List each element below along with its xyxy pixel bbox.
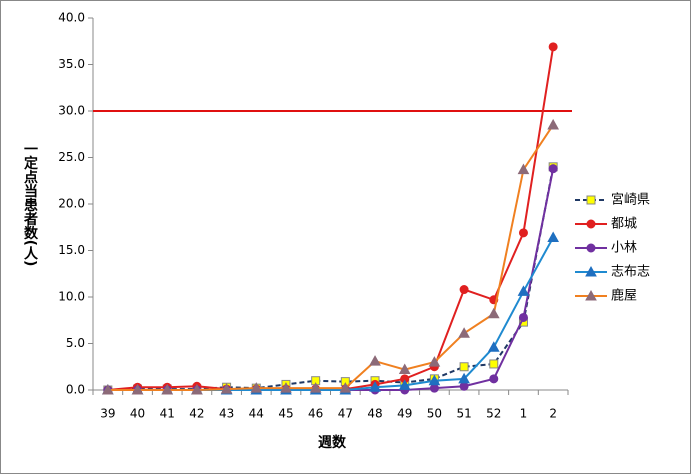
- x-tick-label: 48: [367, 407, 382, 421]
- x-tick-label: 42: [189, 407, 204, 421]
- y-tick-label: 0.0: [66, 383, 85, 397]
- y-tick-label: 15.0: [58, 243, 85, 257]
- x-tick-label: 51: [456, 407, 471, 421]
- x-tick-label: 46: [308, 407, 323, 421]
- marker: [487, 341, 500, 352]
- x-tick-label: 40: [130, 407, 145, 421]
- marker: [489, 359, 499, 369]
- marker: [369, 355, 381, 366]
- x-tick-label: 44: [249, 407, 264, 421]
- x-tick-label: 43: [219, 407, 234, 421]
- marker: [369, 381, 381, 392]
- legend-label: 小林: [611, 241, 637, 256]
- x-tick-label: 50: [427, 407, 442, 421]
- marker: [487, 307, 500, 319]
- x-tick-label: 49: [397, 407, 412, 421]
- y-tick-label: 20.0: [58, 197, 85, 211]
- marker: [339, 382, 352, 393]
- marker: [518, 312, 528, 322]
- marker: [101, 383, 114, 395]
- marker: [547, 231, 560, 242]
- marker: [489, 374, 499, 384]
- marker: [586, 195, 596, 205]
- marker: [459, 285, 469, 295]
- marker: [280, 382, 292, 393]
- marker: [191, 383, 203, 395]
- x-tick-label: 2: [549, 407, 557, 421]
- marker: [459, 362, 469, 372]
- marker: [548, 42, 558, 52]
- legend-label: 鹿屋: [611, 288, 637, 304]
- marker: [428, 374, 441, 386]
- marker: [586, 219, 596, 229]
- y-tick-label: 30.0: [58, 104, 85, 118]
- series-line: [107, 124, 554, 391]
- legend-label: 都城: [611, 217, 637, 232]
- marker: [586, 243, 596, 253]
- x-tick-label: 52: [486, 407, 501, 421]
- marker: [131, 383, 144, 395]
- marker: [585, 265, 597, 277]
- marker: [309, 382, 322, 393]
- legend-label: 宮崎県: [611, 192, 650, 208]
- x-tick-label: 39: [100, 407, 115, 421]
- marker: [459, 381, 469, 391]
- marker: [429, 383, 439, 393]
- marker: [547, 118, 560, 130]
- y-tick-label: 5.0: [66, 336, 85, 350]
- marker: [517, 285, 530, 296]
- marker: [548, 164, 558, 174]
- marker: [161, 383, 174, 395]
- marker: [517, 163, 530, 175]
- marker: [518, 228, 528, 238]
- x-tick-label: 41: [160, 407, 175, 421]
- y-axis-label: 一定点当患者数(人): [22, 142, 38, 267]
- marker: [398, 379, 411, 390]
- x-axis-label: 週数: [318, 434, 347, 451]
- marker: [250, 382, 263, 393]
- y-tick-label: 25.0: [58, 150, 85, 164]
- marker: [220, 383, 233, 394]
- x-tick-label: 47: [338, 407, 353, 421]
- y-tick-label: 40.0: [58, 11, 85, 25]
- y-tick-label: 35.0: [58, 57, 85, 71]
- marker: [458, 372, 470, 384]
- x-tick-label: 1: [520, 407, 528, 421]
- x-tick-label: 45: [278, 407, 293, 421]
- marker: [398, 363, 411, 375]
- legend-label: 志布志: [611, 265, 650, 280]
- marker: [428, 356, 441, 367]
- marker: [458, 327, 470, 338]
- y-tick-label: 10.0: [58, 290, 85, 304]
- marker: [585, 289, 597, 301]
